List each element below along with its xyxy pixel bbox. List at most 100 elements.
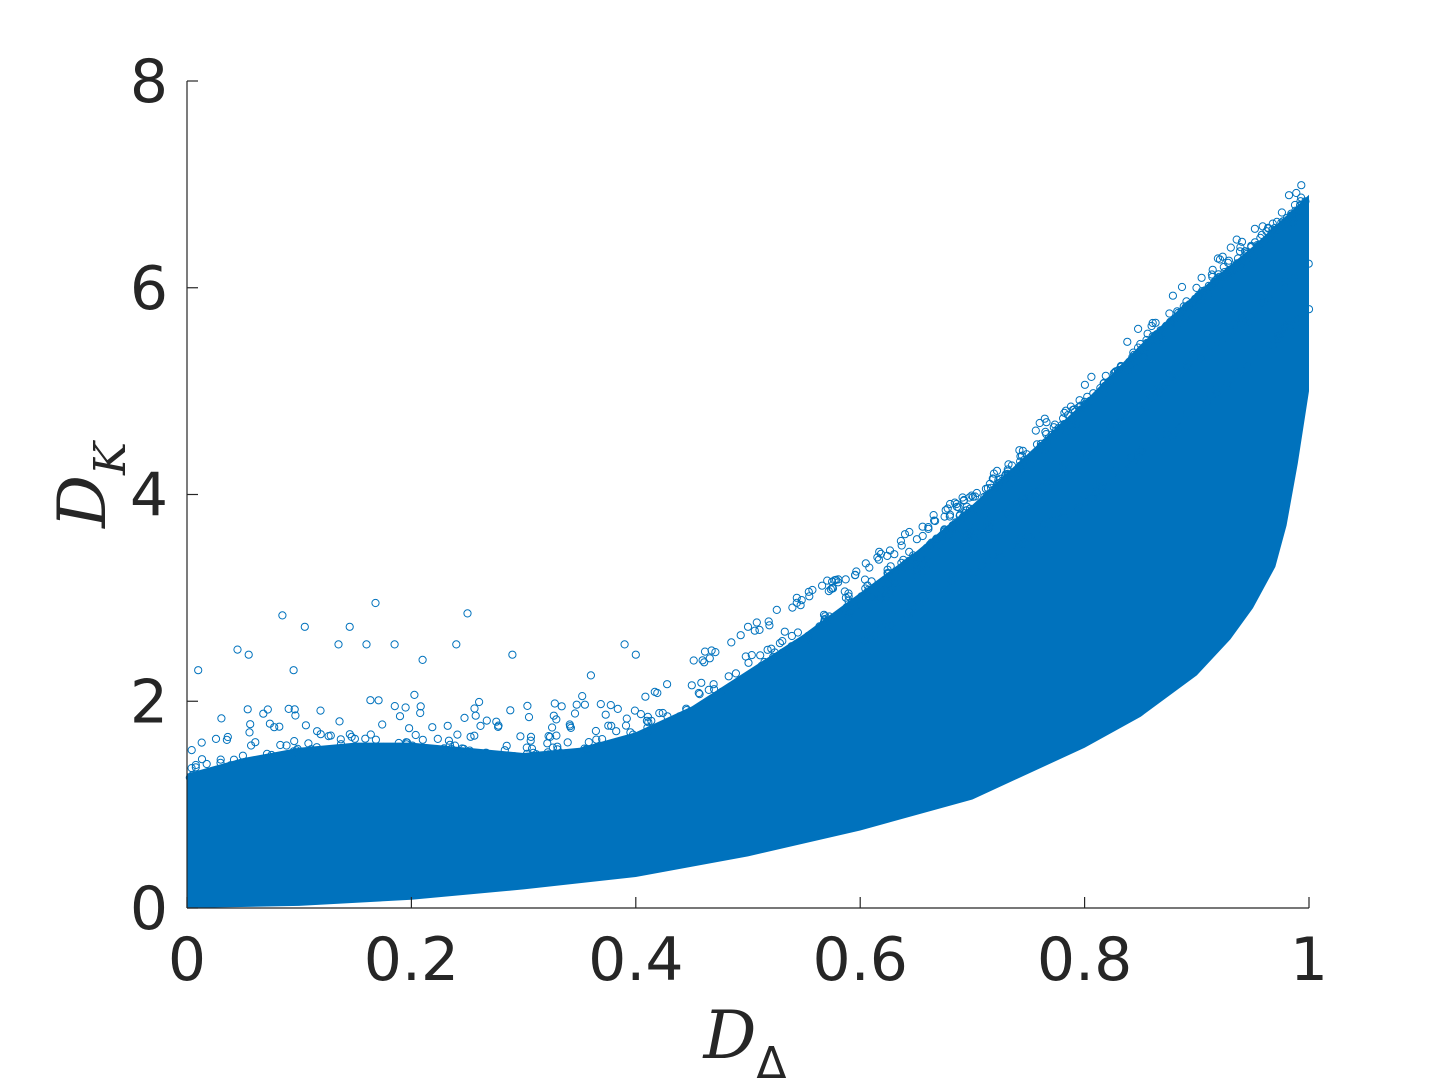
data-point [526,732,536,742]
data-point [621,721,631,730]
data-point [1197,297,1207,306]
data-point [992,466,1002,475]
data-point [1058,465,1068,474]
data-point [1232,367,1242,376]
data-point [1249,252,1258,262]
x-ticks: 0 0.2 0.4 0.6 0.8 1 [168,897,1328,995]
data-point [1227,269,1236,279]
data-point [979,528,988,537]
data-point [968,573,978,582]
data-point [885,546,895,555]
data-point [290,705,299,714]
data-point [1145,348,1154,357]
data-point [1212,337,1222,346]
data-point [1182,410,1191,419]
data-point [711,648,720,657]
data-point [1177,282,1187,292]
data-point [933,588,942,597]
data-point [522,749,532,759]
data-point [453,730,462,739]
data-point [1048,515,1058,524]
data-point [857,634,866,643]
outlier-point [289,666,298,675]
data-point [216,755,225,764]
data-point [887,610,896,619]
data-point [579,747,588,756]
data-point [245,728,254,737]
data-point [1083,443,1093,452]
data-point [784,645,793,654]
data-point [864,585,873,594]
data-point [1297,193,1306,202]
data-point [1087,494,1096,503]
data-point [695,690,704,699]
data-point [1134,343,1143,352]
data-point [1267,236,1276,245]
data-point [1188,357,1197,366]
data-point [1279,325,1288,334]
data-point [1143,329,1152,338]
data-point [282,741,291,750]
data-point [1297,181,1306,190]
data-point [1139,352,1148,361]
data-point [956,544,965,553]
data-point [963,515,972,525]
data-point [1295,214,1304,223]
data-point [980,492,989,501]
data-point [1211,385,1220,394]
data-point [433,734,442,744]
data-point [418,735,427,744]
data-point [607,721,616,731]
data-point [918,531,927,541]
data-point [697,678,706,687]
data-point [908,572,917,581]
data-point [747,651,756,660]
data-point [1174,319,1183,328]
data-point [500,746,509,755]
outlier-point [463,609,472,618]
data-point [510,752,519,761]
data-point [1296,197,1305,206]
data-point [259,709,268,718]
data-point [1123,337,1132,346]
data-point [900,530,910,539]
data-point [1262,227,1271,236]
data-point [1236,366,1245,375]
data-point [1269,288,1278,297]
data-point [961,532,970,542]
data-point [563,738,572,747]
data-point [913,555,922,564]
data-point [1275,225,1284,234]
data-point [756,651,765,660]
data-point [841,575,850,584]
data-point [1263,299,1272,308]
data-point [1114,474,1123,483]
data-point [1080,404,1089,413]
data-point [1083,392,1092,401]
data-point [1284,191,1294,200]
data-point [1140,353,1149,362]
data-point [1161,324,1170,333]
data-point [1102,436,1112,445]
data-point [881,619,890,628]
data-point [1089,494,1098,503]
data-point [885,589,894,598]
data-point [1237,237,1247,246]
data-point [897,541,906,550]
data-point [867,577,876,586]
data-point [924,523,933,532]
data-point [612,727,621,736]
data-point [994,476,1003,485]
data-point [951,527,960,537]
data-point [1168,432,1177,441]
data-point [658,708,667,718]
data-point [994,547,1004,557]
data-point [828,577,837,586]
data-point [820,616,829,625]
data-point [1243,360,1253,370]
data-point [1274,335,1283,345]
data-point [641,692,650,701]
data-point [211,734,221,744]
data-point [1027,493,1036,502]
data-point [1183,361,1192,370]
